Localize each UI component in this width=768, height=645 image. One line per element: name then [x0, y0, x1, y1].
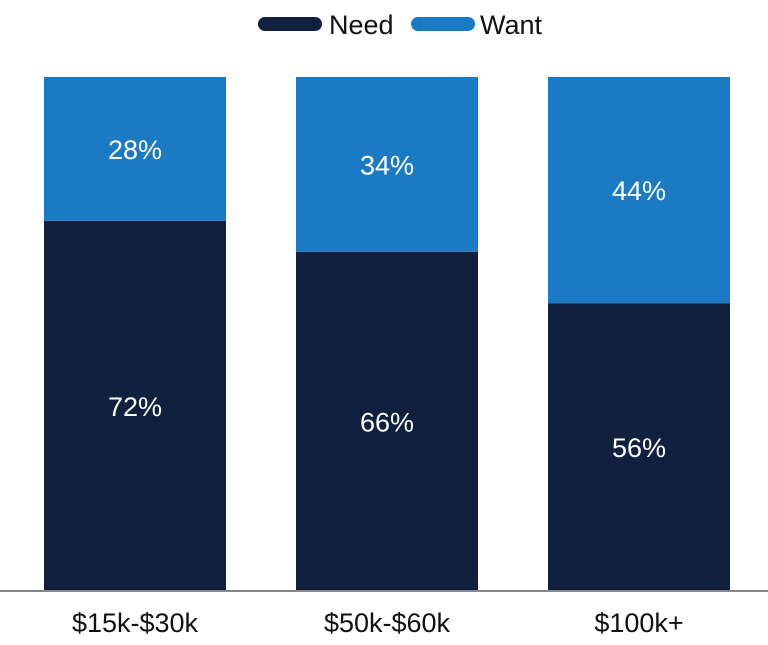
bar-need-0 [44, 220, 226, 592]
data-label-want-2: 44% [612, 176, 666, 206]
data-label-want-1: 34% [360, 150, 414, 180]
category-label-1: $50k-$60k [324, 608, 451, 638]
bars: 72% 28% 66% 34% 56% 44% [44, 77, 730, 592]
category-label-0: $15k-$30k [72, 608, 199, 638]
data-label-want-0: 28% [108, 135, 162, 165]
legend: Need Want [258, 10, 543, 40]
data-label-need-2: 56% [612, 433, 666, 463]
category-label-2: $100k+ [594, 608, 683, 638]
legend-swatch-need [258, 17, 322, 31]
x-axis-labels: $15k-$30k $50k-$60k $100k+ [72, 608, 684, 638]
bar-want-1 [296, 77, 478, 252]
bar-need-2 [548, 303, 730, 591]
bar-want-2 [548, 77, 730, 304]
bar-need-1 [296, 251, 478, 591]
data-label-need-0: 72% [108, 392, 162, 422]
legend-label-need: Need [329, 10, 394, 40]
bar-want-0 [44, 77, 226, 221]
data-label-need-1: 66% [360, 407, 414, 437]
legend-swatch-want [411, 17, 475, 31]
legend-label-want: Want [480, 10, 543, 40]
